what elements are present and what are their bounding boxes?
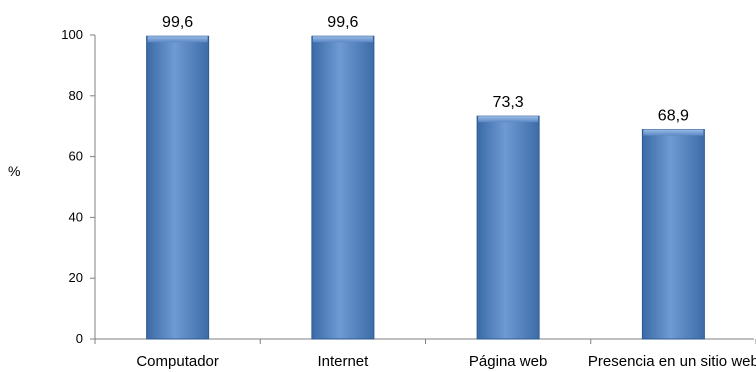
y-tick-label: 60 [69, 149, 83, 164]
bar [641, 129, 705, 340]
bar [476, 115, 540, 340]
plot-area: 0 20 40 60 80 100 99,6 Computador 99,6 Internet 73… [61, 14, 756, 370]
bar-top-highlight [643, 129, 704, 136]
data-label: 73,3 [493, 94, 524, 111]
category-label: Página web [469, 353, 547, 370]
bar-top-highlight [312, 36, 373, 43]
bar-top-highlight [478, 116, 539, 123]
y-tick-label: 80 [69, 88, 83, 103]
bar [146, 35, 210, 340]
category-label: Computador [136, 353, 219, 370]
data-label: 99,6 [327, 14, 358, 31]
category-label: Presencia en un sitio web [588, 353, 756, 370]
bar-top-highlight [147, 36, 208, 43]
data-label: 99,6 [162, 14, 193, 31]
y-tick-label: 100 [61, 27, 83, 42]
y-tick-label: 20 [69, 270, 83, 285]
y-tick-label: 40 [69, 209, 83, 224]
data-label: 68,9 [658, 108, 689, 125]
y-tick-label: 0 [76, 331, 83, 346]
bar [311, 35, 375, 340]
category-label: Internet [317, 353, 369, 370]
y-axis-title: % [8, 163, 20, 179]
